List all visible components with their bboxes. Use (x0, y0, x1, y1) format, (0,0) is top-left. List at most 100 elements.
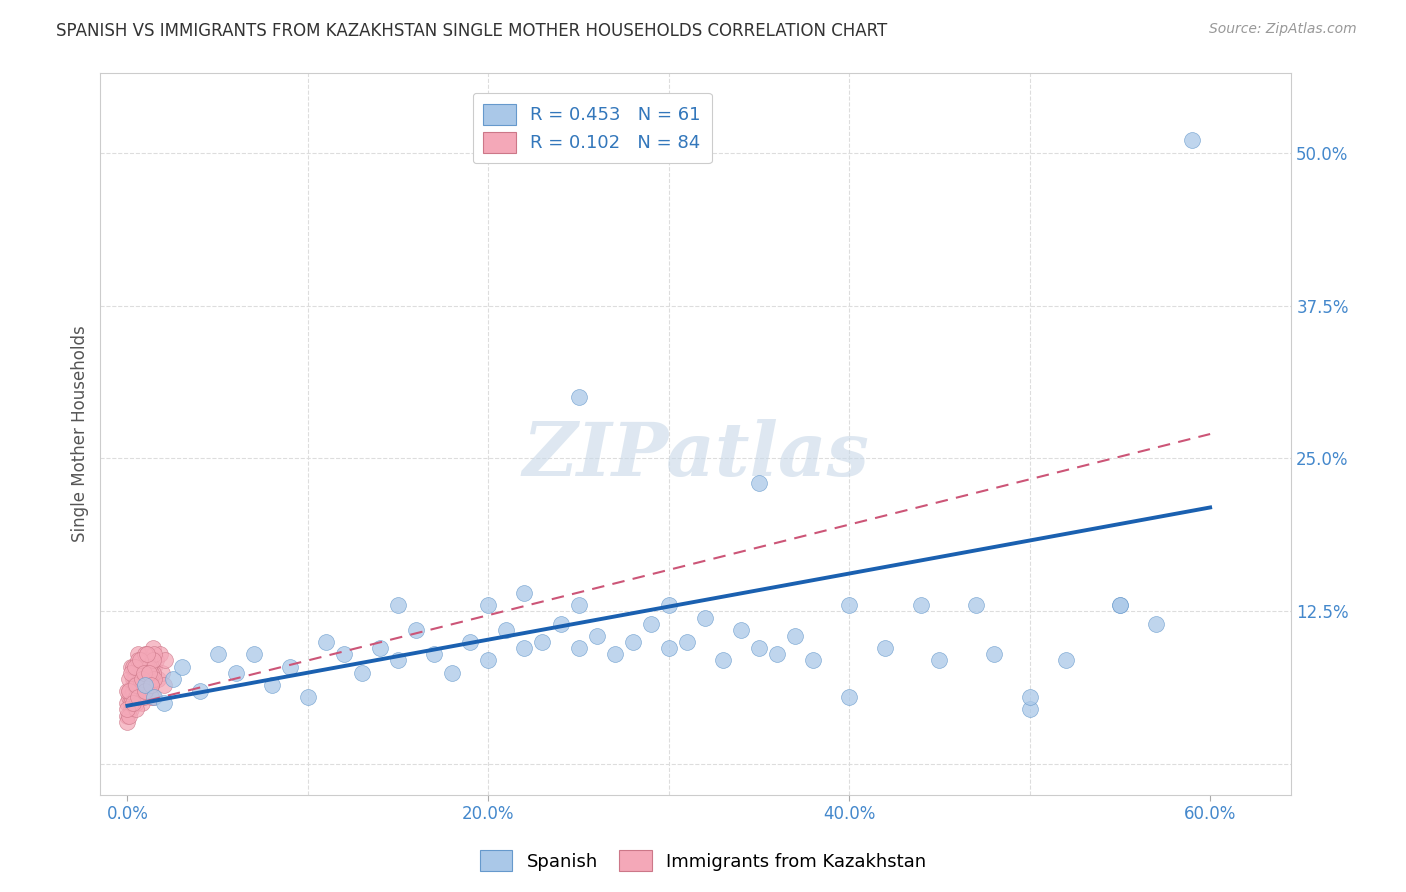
Point (124, 672, 146, 686)
Point (387, 653, 409, 667)
Point (658, 641, 681, 656)
Point (129, 684, 152, 698)
Point (120, 690, 142, 705)
Point (139, 690, 162, 705)
Text: SPANISH VS IMMIGRANTS FROM KAZAKHSTAN SINGLE MOTHER HOUSEHOLDS CORRELATION CHART: SPANISH VS IMMIGRANTS FROM KAZAKHSTAN SI… (56, 22, 887, 40)
Point (132, 672, 155, 686)
Point (129, 678, 152, 692)
Point (117, 708, 139, 723)
Point (134, 684, 156, 698)
Point (550, 616, 572, 631)
Point (136, 648, 159, 662)
Point (748, 475, 770, 490)
Point (1109, 599, 1132, 613)
Point (423, 648, 446, 662)
Point (132, 672, 155, 686)
Point (928, 653, 950, 667)
Point (387, 599, 409, 613)
Point (983, 648, 1005, 662)
Point (124, 665, 146, 680)
Point (143, 690, 166, 705)
Point (117, 714, 139, 729)
Point (910, 599, 932, 613)
Point (838, 599, 860, 613)
Point (675, 635, 697, 649)
Point (260, 678, 283, 692)
Point (142, 665, 165, 680)
Point (162, 672, 184, 686)
Point (1109, 599, 1132, 613)
Point (297, 690, 319, 705)
Point (513, 586, 536, 600)
Point (131, 672, 153, 686)
Point (139, 678, 162, 692)
Point (405, 623, 427, 637)
Point (838, 690, 860, 705)
Point (242, 648, 264, 662)
Point (585, 629, 607, 643)
Point (132, 690, 155, 705)
Point (1018, 702, 1040, 716)
Point (188, 684, 211, 698)
Point (875, 641, 897, 656)
Point (127, 653, 149, 667)
Point (131, 672, 153, 686)
Point (121, 659, 143, 673)
Point (136, 659, 159, 673)
Point (315, 635, 337, 649)
Point (567, 641, 589, 656)
Point (134, 678, 156, 692)
Text: ZIPatlas: ZIPatlas (523, 419, 869, 491)
Point (117, 702, 139, 716)
Point (801, 653, 824, 667)
Point (125, 702, 148, 716)
Point (145, 653, 167, 667)
Point (139, 678, 162, 692)
Point (118, 690, 141, 705)
Point (1181, 133, 1204, 147)
Point (278, 659, 301, 673)
Point (129, 672, 152, 686)
Point (513, 641, 536, 656)
Point (146, 672, 169, 686)
Point (127, 665, 149, 680)
Point (149, 648, 172, 662)
Point (333, 648, 356, 662)
Point (477, 653, 499, 667)
Point (129, 665, 152, 680)
Point (124, 690, 146, 705)
Point (124, 659, 146, 673)
Point (118, 684, 141, 698)
Point (965, 599, 987, 613)
Point (127, 678, 149, 692)
Point (132, 665, 155, 680)
Point (531, 635, 554, 649)
Point (368, 641, 391, 656)
Point (730, 623, 752, 637)
Point (129, 653, 152, 667)
Point (125, 678, 148, 692)
Point (143, 659, 166, 673)
Point (117, 684, 139, 698)
Point (152, 696, 174, 710)
Point (458, 635, 481, 649)
Point (143, 672, 166, 686)
Point (603, 648, 626, 662)
Point (118, 684, 141, 698)
Point (138, 665, 160, 680)
Point (136, 653, 159, 667)
Point (350, 665, 373, 680)
Point (117, 696, 139, 710)
Point (121, 696, 143, 710)
Point (783, 629, 806, 643)
Point (138, 672, 160, 686)
Point (155, 653, 177, 667)
Text: Source: ZipAtlas.com: Source: ZipAtlas.com (1209, 22, 1357, 37)
Point (125, 684, 148, 698)
Point (711, 653, 734, 667)
Point (138, 659, 160, 673)
Point (567, 390, 589, 404)
Point (138, 665, 160, 680)
Point (125, 690, 148, 705)
Point (477, 599, 499, 613)
